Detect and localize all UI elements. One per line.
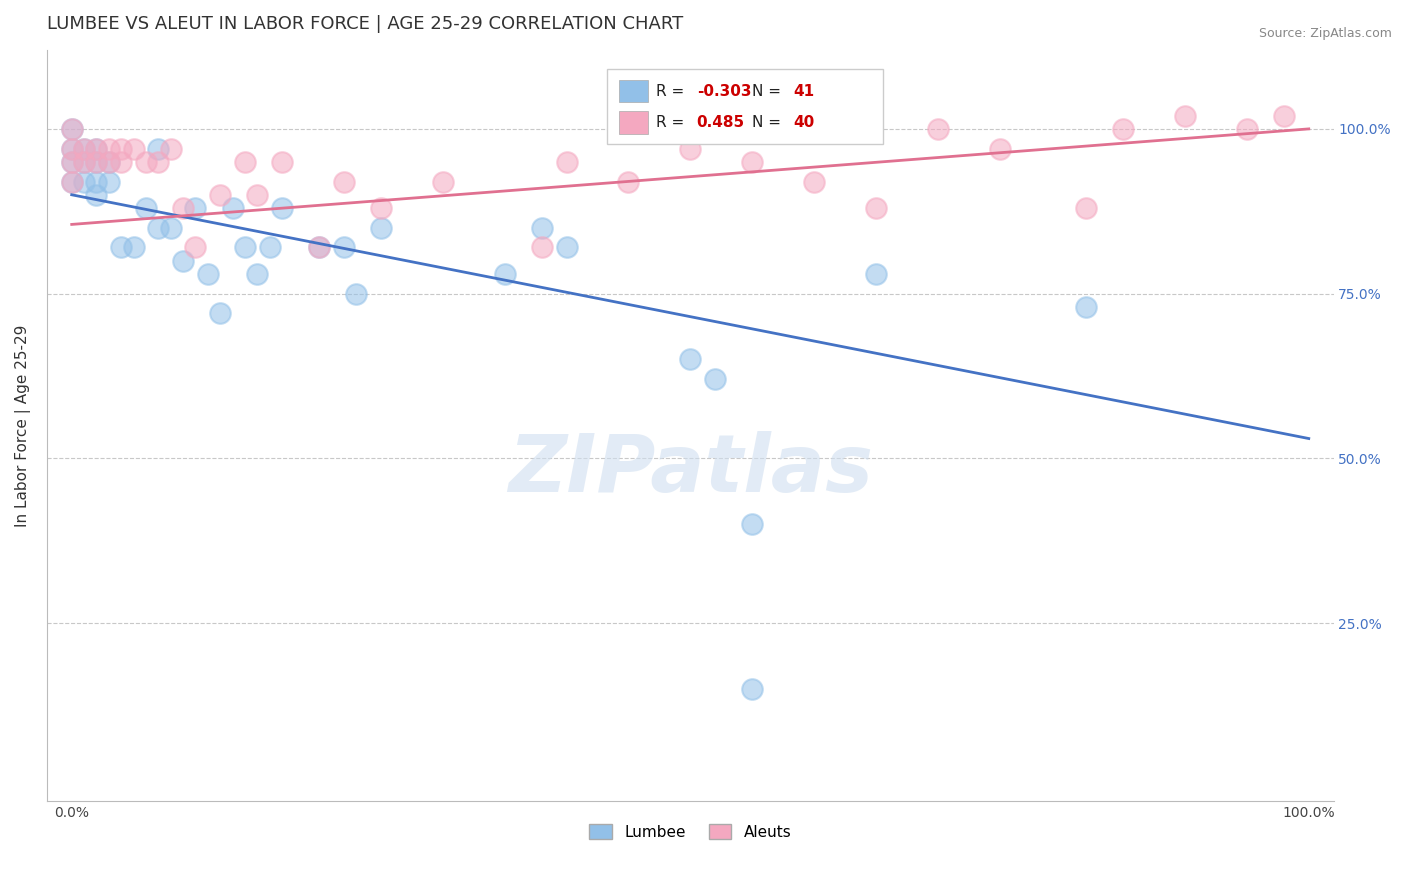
Point bbox=[73, 142, 96, 156]
Point bbox=[86, 142, 108, 156]
Point bbox=[86, 175, 108, 189]
Point bbox=[73, 154, 96, 169]
FancyBboxPatch shape bbox=[620, 112, 648, 134]
Point bbox=[148, 220, 170, 235]
Point bbox=[865, 267, 887, 281]
Point bbox=[1272, 109, 1295, 123]
Point bbox=[86, 154, 108, 169]
Point bbox=[494, 267, 516, 281]
Point bbox=[246, 267, 269, 281]
Point bbox=[110, 142, 132, 156]
Point bbox=[221, 201, 243, 215]
Point bbox=[184, 201, 207, 215]
Point bbox=[741, 154, 763, 169]
Point bbox=[148, 154, 170, 169]
FancyBboxPatch shape bbox=[606, 69, 883, 144]
Point bbox=[73, 142, 96, 156]
Point bbox=[1074, 201, 1097, 215]
Text: -0.303: -0.303 bbox=[697, 84, 751, 99]
Point bbox=[1236, 121, 1258, 136]
Point bbox=[530, 240, 553, 254]
Point bbox=[344, 286, 367, 301]
Point bbox=[927, 121, 949, 136]
Point bbox=[122, 142, 145, 156]
Point bbox=[741, 681, 763, 696]
Point bbox=[60, 121, 83, 136]
Legend: Lumbee, Aleuts: Lumbee, Aleuts bbox=[583, 818, 797, 846]
Point bbox=[271, 154, 294, 169]
Point bbox=[86, 142, 108, 156]
Point bbox=[233, 240, 256, 254]
Point bbox=[60, 121, 83, 136]
Point bbox=[148, 142, 170, 156]
Point bbox=[333, 175, 356, 189]
Text: ZIPatlas: ZIPatlas bbox=[508, 432, 873, 509]
Point bbox=[308, 240, 330, 254]
Text: N =: N = bbox=[752, 115, 786, 130]
Point bbox=[679, 142, 702, 156]
Point bbox=[172, 253, 194, 268]
FancyBboxPatch shape bbox=[620, 80, 648, 103]
Point bbox=[1174, 109, 1197, 123]
Text: 40: 40 bbox=[793, 115, 814, 130]
Text: N =: N = bbox=[752, 84, 786, 99]
Text: 41: 41 bbox=[793, 84, 814, 99]
Point bbox=[1074, 300, 1097, 314]
Point bbox=[308, 240, 330, 254]
Point bbox=[271, 201, 294, 215]
Text: LUMBEE VS ALEUT IN LABOR FORCE | AGE 25-29 CORRELATION CHART: LUMBEE VS ALEUT IN LABOR FORCE | AGE 25-… bbox=[46, 15, 683, 33]
Point bbox=[209, 306, 232, 320]
Point bbox=[370, 201, 392, 215]
Point bbox=[246, 187, 269, 202]
Point bbox=[135, 154, 157, 169]
Point bbox=[97, 142, 120, 156]
Point bbox=[184, 240, 207, 254]
Point bbox=[159, 220, 181, 235]
Point bbox=[197, 267, 219, 281]
Point bbox=[60, 154, 83, 169]
Point bbox=[97, 154, 120, 169]
Point bbox=[97, 175, 120, 189]
Point bbox=[73, 154, 96, 169]
Point bbox=[60, 175, 83, 189]
Point bbox=[233, 154, 256, 169]
Point bbox=[333, 240, 356, 254]
Point bbox=[555, 154, 578, 169]
Point bbox=[209, 187, 232, 202]
Point bbox=[110, 154, 132, 169]
Point bbox=[803, 175, 825, 189]
Point bbox=[988, 142, 1011, 156]
Y-axis label: In Labor Force | Age 25-29: In Labor Force | Age 25-29 bbox=[15, 324, 31, 526]
Point bbox=[1112, 121, 1135, 136]
Point bbox=[679, 352, 702, 367]
Point bbox=[370, 220, 392, 235]
Text: 0.485: 0.485 bbox=[697, 115, 745, 130]
Point bbox=[86, 154, 108, 169]
Point bbox=[865, 201, 887, 215]
Point bbox=[704, 372, 727, 386]
Point bbox=[159, 142, 181, 156]
Point bbox=[135, 201, 157, 215]
Text: R =: R = bbox=[655, 84, 689, 99]
Point bbox=[86, 187, 108, 202]
Point bbox=[97, 154, 120, 169]
Point bbox=[617, 175, 640, 189]
Point bbox=[122, 240, 145, 254]
Point bbox=[259, 240, 281, 254]
Point bbox=[555, 240, 578, 254]
Point bbox=[172, 201, 194, 215]
Point bbox=[60, 154, 83, 169]
Point bbox=[432, 175, 454, 189]
Point bbox=[110, 240, 132, 254]
Point bbox=[60, 142, 83, 156]
Point bbox=[741, 517, 763, 532]
Point bbox=[73, 175, 96, 189]
Point bbox=[60, 175, 83, 189]
Text: Source: ZipAtlas.com: Source: ZipAtlas.com bbox=[1258, 27, 1392, 40]
Text: R =: R = bbox=[655, 115, 689, 130]
Point bbox=[60, 142, 83, 156]
Point bbox=[530, 220, 553, 235]
